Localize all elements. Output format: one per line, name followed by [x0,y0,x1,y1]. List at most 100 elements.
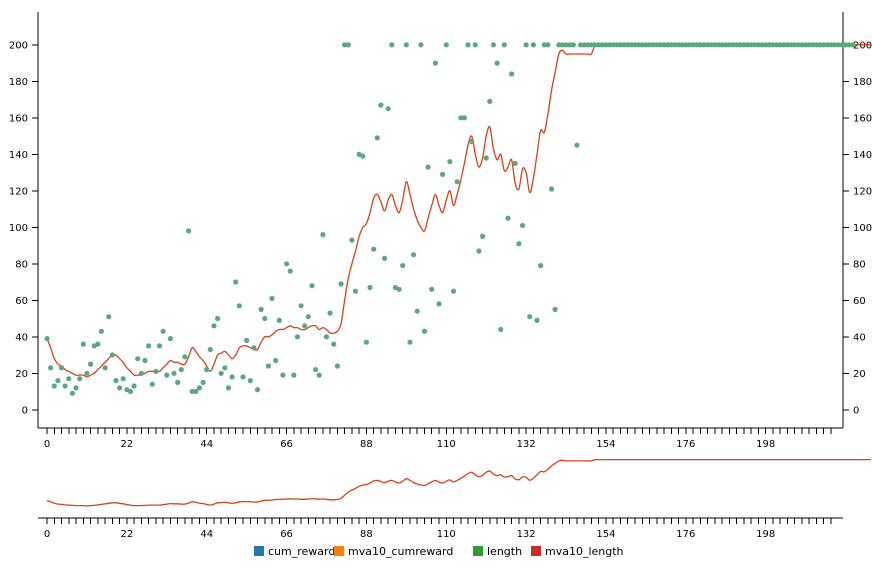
x-tick-label: 198 [756,439,775,450]
context-plot-area[interactable]: 0 22 44 66 88 110 132 154 176 198 [38,458,871,540]
length-point [345,42,351,48]
length-point [106,314,112,320]
length-point [167,336,173,342]
length-point [781,42,787,48]
legend-item-length: length [473,545,522,558]
length-point [705,42,711,48]
length-point [501,42,507,48]
length-point [142,357,148,364]
y-tick-label-right: 140 [853,150,872,161]
y-tick-label-right: 40 [853,332,866,343]
length-point [265,363,271,369]
length-point [62,383,68,389]
length-point [752,42,758,48]
length-point [617,42,624,48]
length-point [690,42,696,48]
context-x-axis: 0 22 44 66 88 110 132 154 176 198 [38,517,843,540]
length-point [469,138,475,145]
length-point [236,303,242,309]
y-tick-label-right: 200 [853,40,872,51]
length-point [527,314,533,320]
x-tick-label: 176 [676,439,695,450]
y-tick-label-left: 0 [22,405,28,416]
x-tick-label: 154 [596,439,615,450]
length-point [258,306,264,312]
x-tick-label: 110 [437,439,456,450]
length-point [363,339,369,345]
length-point [730,42,736,48]
length-point [770,42,776,48]
x-tick-label: 44 [200,439,213,450]
length-point [668,42,674,48]
length-point [628,42,635,48]
length-point [701,42,707,48]
length-point [414,308,420,314]
length-point [425,164,431,170]
legend-label: mva10_length [545,545,624,558]
y-tick-label-right: 180 [853,77,872,88]
length-point [596,42,602,48]
length-point [581,42,587,48]
length-point [737,42,743,48]
length-point [523,42,529,48]
length-point [585,42,591,48]
length-point [632,42,638,48]
length-point [458,115,464,121]
length-point [708,42,714,48]
length-point [821,42,827,48]
length-point [302,323,308,329]
legend: cum_reward mva10_cumreward length mva10_len… [254,545,624,558]
y-tick-label-left: 160 [9,113,28,124]
legend-label: mva10_cumreward [348,545,453,558]
length-point [712,42,718,48]
length-point [813,42,820,48]
length-point [233,279,239,285]
length-point [73,385,79,391]
length-point [846,42,852,48]
length-point [371,246,377,252]
length-point [389,42,395,48]
length-point [323,334,330,340]
length-point [55,378,61,384]
length-point [592,42,598,48]
length-point [461,115,467,121]
length-point [763,42,769,48]
length-point [352,288,359,294]
length-point [327,310,333,316]
length-point [51,383,57,389]
length-point [545,42,551,48]
legend-label: length [487,545,522,558]
length-point [204,367,210,373]
length-point [505,215,511,221]
length-point [313,367,319,373]
length-point [715,42,722,48]
length-point [316,372,322,378]
length-point [766,42,772,48]
length-point [196,385,202,391]
length-point [403,42,409,48]
x-tick-label: 88 [360,439,373,450]
length-point [646,42,653,48]
length-point [574,142,580,148]
length-point [421,328,428,334]
length-point [211,323,217,329]
length-point [44,336,50,342]
length-point [342,42,348,48]
length-point [178,367,184,373]
length-point [516,241,522,247]
length-point [331,341,337,347]
length-point [450,288,457,294]
length-point [149,381,155,387]
length-point [98,328,104,334]
length-point [697,42,703,48]
length-point [850,42,856,48]
length-point [654,42,660,48]
length-point [683,42,689,48]
length-point [138,370,144,376]
length-point [200,379,206,385]
length-point [494,60,500,66]
length-point [563,42,569,48]
length-point [679,42,685,48]
length-point [244,337,250,343]
length-point [294,334,300,340]
